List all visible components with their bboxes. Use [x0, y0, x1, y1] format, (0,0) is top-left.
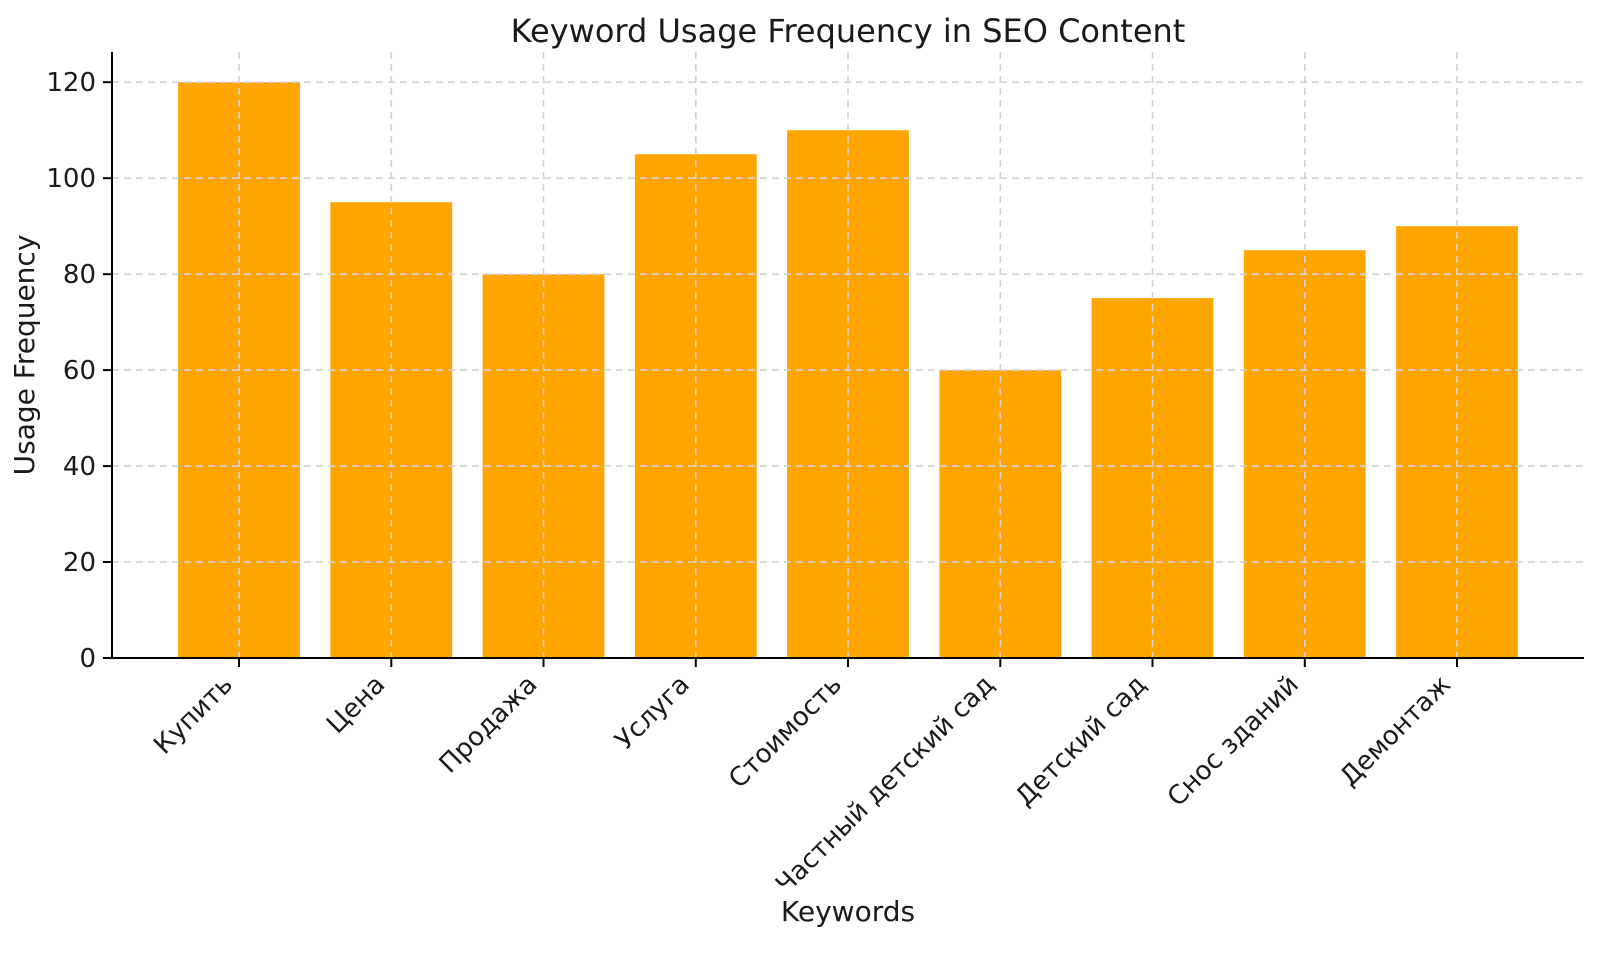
y-tick-label: 120	[46, 68, 96, 98]
y-axis-label: Usage Frequency	[8, 235, 41, 476]
x-tick-label: Снос зданий	[1162, 670, 1305, 813]
x-tick-label: Стоимость	[723, 670, 848, 795]
grid-layer	[112, 52, 1584, 658]
y-tick-label: 100	[46, 164, 96, 194]
y-tick-label: 80	[63, 260, 96, 290]
y-tick-label: 0	[79, 644, 96, 674]
y-tick-label: 40	[63, 452, 96, 482]
y-tick-label: 60	[63, 356, 96, 386]
ticks-layer	[103, 81, 1458, 667]
x-tick-label: Детский сад	[1010, 670, 1153, 813]
x-tick-label: Услуга	[610, 670, 696, 756]
x-axis-label: Keywords	[781, 895, 915, 928]
x-tick-label: Купить	[148, 670, 239, 761]
x-tick-label: Цена	[321, 670, 391, 740]
y-tick-label: 20	[63, 548, 96, 578]
chart-title: Keyword Usage Frequency in SEO Content	[511, 12, 1186, 50]
x-tick-label: Демонтаж	[1334, 670, 1457, 793]
x-tick-label: Продажа	[434, 670, 544, 780]
